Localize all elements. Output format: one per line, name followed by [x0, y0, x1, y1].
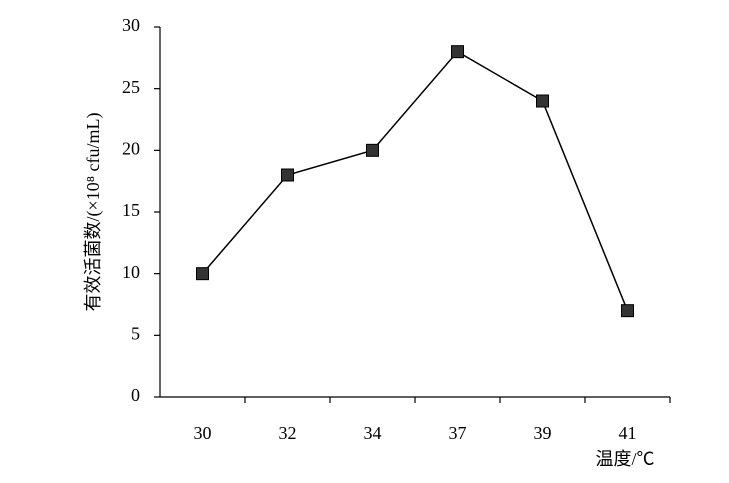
marker	[196, 267, 209, 281]
x-tick-label: 39	[534, 423, 552, 443]
x-tick-label: 34	[364, 423, 382, 443]
marker	[366, 143, 379, 157]
marker	[451, 45, 464, 59]
marker	[281, 168, 294, 182]
x-tick-label: 32	[279, 423, 297, 443]
y-tick-label: 30	[122, 15, 140, 35]
x-axis-title: 温度/℃	[595, 449, 654, 469]
y-tick-label: 10	[122, 262, 140, 282]
y-tick-label: 15	[122, 200, 140, 220]
line	[201, 50, 629, 311]
x-tick-label: 37	[449, 423, 467, 443]
marker	[621, 304, 634, 318]
y-axis-title: 有效活菌数/(×10⁸ cfu/mL)	[83, 113, 104, 312]
marker	[536, 94, 549, 108]
y-tick-label: 20	[122, 138, 140, 158]
y-tick-label: 0	[131, 385, 140, 405]
x-tick-label: 41	[619, 423, 637, 443]
y-tick-label: 25	[122, 77, 140, 97]
y-tick-label: 5	[131, 323, 140, 343]
x-tick-label: 30	[194, 423, 212, 443]
